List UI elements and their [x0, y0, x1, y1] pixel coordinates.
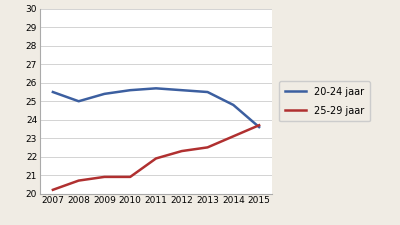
20-24 jaar — [231, 104, 236, 106]
Line: 20-24 jaar: 20-24 jaar — [53, 88, 259, 127]
25-29 jaar — [179, 150, 184, 152]
25-29 jaar — [257, 124, 262, 127]
Legend: 20-24 jaar, 25-29 jaar: 20-24 jaar, 25-29 jaar — [279, 81, 370, 122]
20-24 jaar — [205, 91, 210, 93]
20-24 jaar — [179, 89, 184, 92]
20-24 jaar — [128, 89, 133, 92]
25-29 jaar — [50, 189, 55, 191]
25-29 jaar — [154, 157, 158, 160]
25-29 jaar — [231, 135, 236, 138]
25-29 jaar — [102, 176, 107, 178]
20-24 jaar — [102, 92, 107, 95]
25-29 jaar — [128, 176, 133, 178]
20-24 jaar — [257, 126, 262, 128]
25-29 jaar — [76, 179, 81, 182]
20-24 jaar — [76, 100, 81, 103]
Line: 25-29 jaar: 25-29 jaar — [53, 125, 259, 190]
20-24 jaar — [154, 87, 158, 90]
20-24 jaar — [50, 91, 55, 93]
25-29 jaar — [205, 146, 210, 149]
